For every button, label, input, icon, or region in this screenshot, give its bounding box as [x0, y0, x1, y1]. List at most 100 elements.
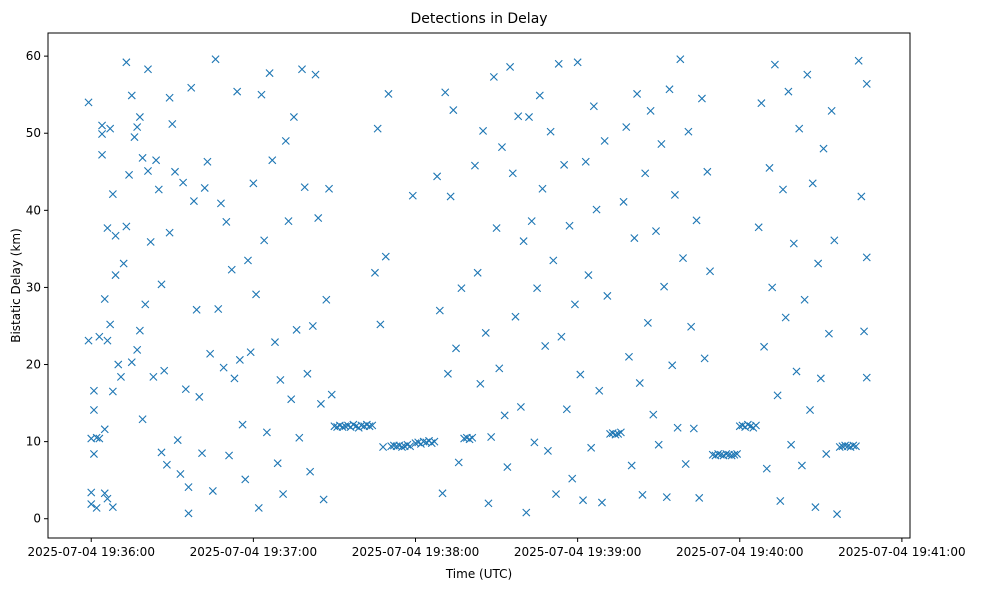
data-point: [479, 126, 488, 135]
data-point: [306, 467, 315, 476]
data-point: [525, 113, 533, 122]
data-point: [792, 367, 801, 376]
y-tick-label: 60: [26, 49, 41, 63]
data-point: [803, 70, 812, 79]
data-point: [141, 300, 150, 309]
data-point: [857, 192, 866, 201]
data-point: [171, 167, 179, 176]
data-point: [627, 461, 636, 470]
data-point: [122, 58, 131, 67]
data-point: [597, 498, 606, 507]
data-point: [468, 433, 477, 442]
data-point: [100, 425, 109, 434]
data-point: [279, 490, 288, 499]
data-point: [760, 342, 769, 351]
data-point: [619, 197, 628, 206]
data-point: [138, 415, 147, 424]
data-point: [157, 280, 166, 289]
data-point: [368, 421, 377, 430]
data-point: [449, 106, 458, 115]
data-point: [287, 395, 296, 404]
data-point: [670, 190, 679, 199]
y-axis-label: Bistatic Delay (km): [9, 228, 23, 343]
data-point: [443, 369, 452, 378]
data-point: [87, 488, 96, 497]
data-point: [338, 422, 347, 431]
data-point: [600, 136, 609, 145]
data-point: [511, 312, 520, 321]
data-point: [733, 449, 742, 458]
data-point: [168, 119, 177, 128]
data-point: [241, 475, 250, 484]
data-point: [127, 91, 136, 100]
data-point: [476, 379, 485, 388]
data-point: [200, 183, 209, 192]
data-point: [795, 124, 804, 133]
data-point: [665, 85, 674, 94]
data-point: [260, 236, 269, 245]
data-point: [495, 364, 504, 373]
data-point: [84, 336, 93, 345]
data-point: [103, 336, 112, 345]
data-point: [819, 144, 828, 153]
data-point: [581, 157, 590, 166]
data-point: [89, 449, 98, 458]
data-point: [862, 253, 871, 262]
data-point: [822, 449, 831, 458]
data-point: [219, 363, 228, 372]
data-point: [322, 295, 331, 304]
data-point: [235, 355, 244, 364]
data-point: [565, 221, 574, 230]
data-point: [273, 459, 282, 468]
y-tick-label: 20: [26, 358, 41, 372]
data-point: [630, 234, 639, 243]
data-point: [257, 90, 266, 99]
data-point: [851, 442, 860, 451]
data-point: [589, 102, 598, 111]
data-point: [143, 167, 152, 175]
data-point: [781, 313, 790, 322]
data-point: [827, 106, 836, 115]
data-point: [533, 284, 542, 293]
data-point: [770, 60, 779, 69]
data-point: [833, 510, 842, 519]
marker-group: [84, 55, 871, 519]
data-point: [268, 156, 277, 165]
data-point: [452, 344, 461, 353]
data-point: [754, 223, 763, 232]
data-point: [195, 392, 204, 401]
data-point: [125, 170, 134, 179]
data-point: [679, 254, 688, 263]
y-tick-label: 10: [26, 435, 41, 449]
data-point: [773, 391, 782, 400]
data-point: [635, 379, 644, 388]
data-point: [233, 87, 242, 96]
data-point: [695, 493, 704, 502]
data-point: [503, 463, 512, 472]
data-point: [660, 282, 669, 291]
data-point: [776, 497, 785, 505]
data-point: [484, 499, 493, 508]
data-point: [135, 113, 144, 122]
data-point: [152, 156, 161, 165]
data-point: [557, 332, 566, 341]
y-tick-label: 50: [26, 126, 41, 140]
data-point: [192, 305, 201, 314]
data-point: [89, 386, 98, 395]
data-point: [314, 214, 323, 223]
data-point: [700, 354, 709, 363]
data-point: [298, 65, 306, 74]
data-point: [552, 490, 561, 499]
data-point: [757, 99, 766, 108]
data-point: [673, 423, 682, 432]
data-point: [697, 94, 706, 103]
data-point: [225, 451, 234, 460]
data-point: [470, 161, 479, 170]
data-point: [481, 328, 490, 337]
data-point: [146, 237, 155, 246]
data-point: [522, 508, 531, 517]
data-point: [89, 406, 98, 415]
data-point: [254, 503, 263, 512]
data-point: [841, 441, 850, 450]
data-point: [762, 464, 771, 473]
